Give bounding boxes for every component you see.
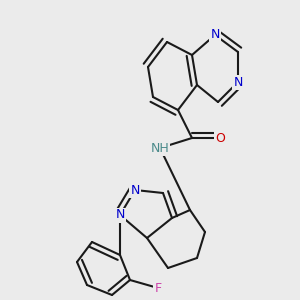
Text: N: N [210,28,220,41]
Text: N: N [115,208,125,221]
Text: N: N [233,76,243,88]
Text: N: N [130,184,140,196]
Text: F: F [154,281,162,295]
Text: NH: NH [151,142,169,154]
Text: O: O [215,131,225,145]
